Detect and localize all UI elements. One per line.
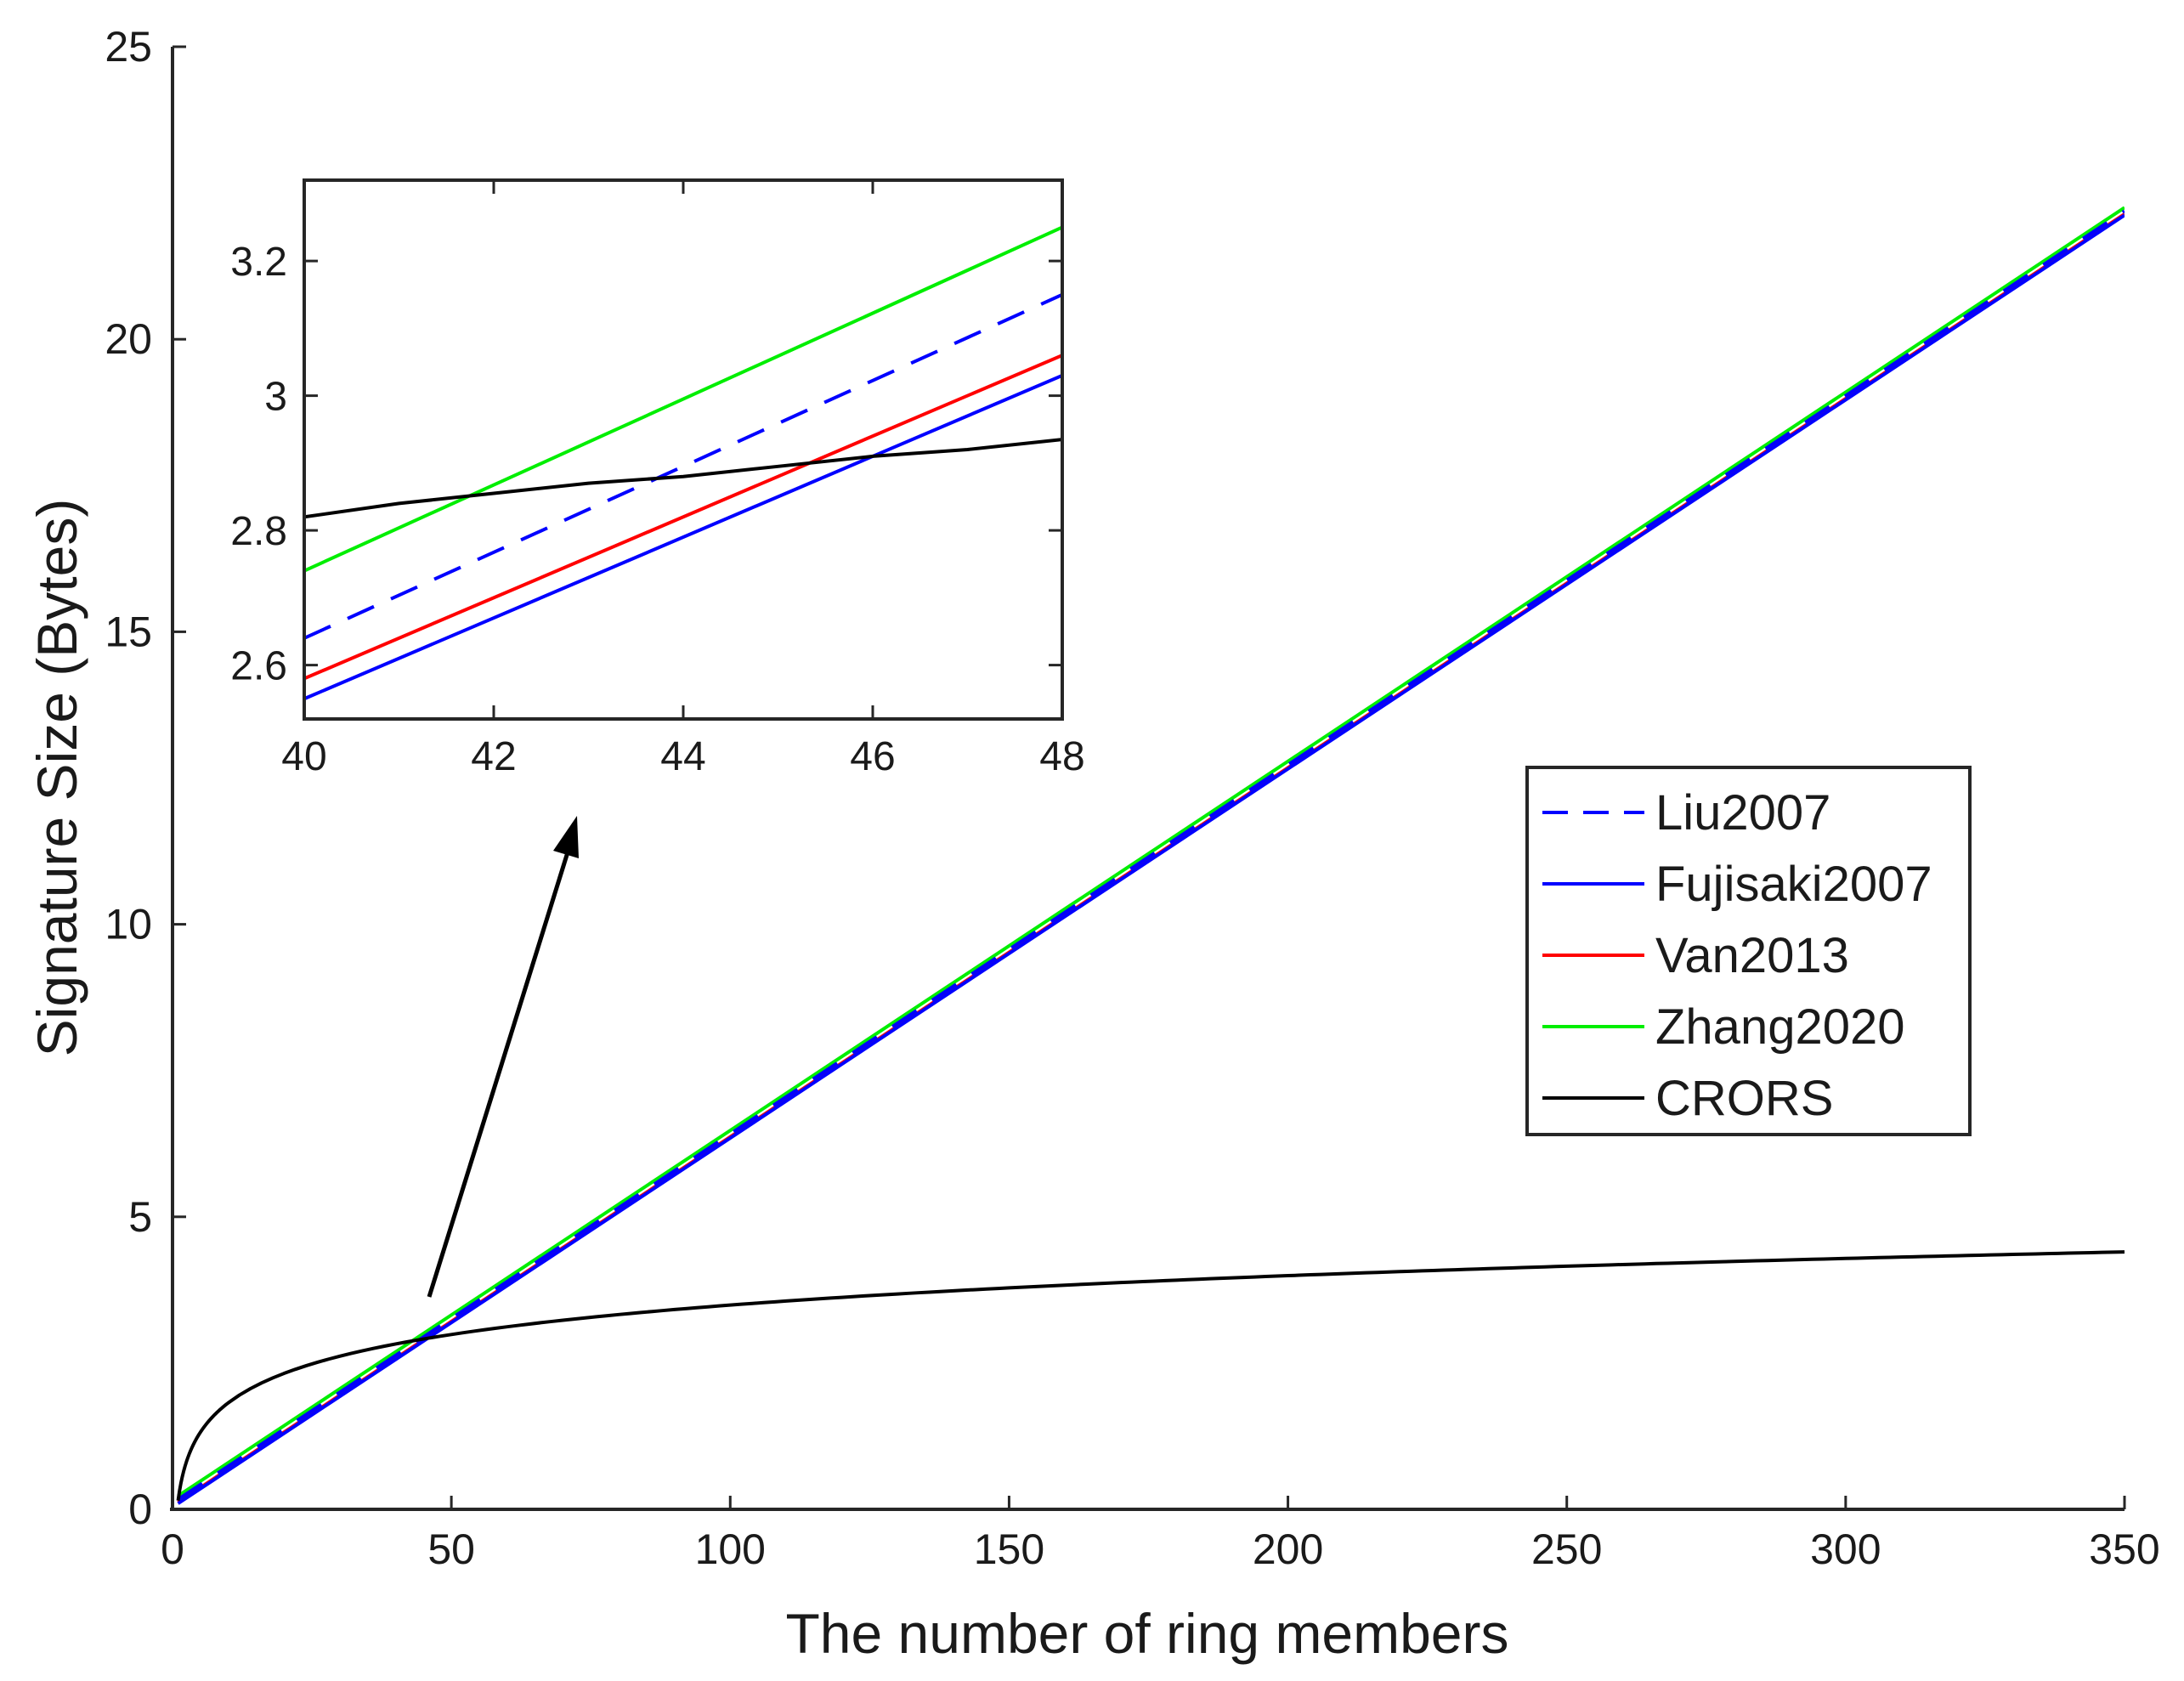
main-y-tick-label: 25 (105, 23, 152, 71)
main-y-tick-label: 0 (128, 1486, 152, 1533)
main-series-fujisaki2007 (177, 213, 2125, 1505)
inset-y-tick-label: 2.6 (230, 644, 287, 689)
main-series-liu2007 (177, 209, 2125, 1501)
inset-series-fujisaki2007 (304, 373, 1062, 701)
legend-entries: Liu2007 Fujisaki2007 Van2013 Zhang2020 CRORS (1542, 785, 1932, 1126)
inset-y-tick-label: 3 (264, 375, 287, 420)
main-x-tick-label: 250 (1531, 1525, 1602, 1573)
inset-x-tick-label: 46 (850, 734, 895, 779)
main-x-tick-label: 50 (427, 1525, 475, 1573)
main-y-tick-label: 15 (105, 608, 152, 655)
legend: Liu2007 Fujisaki2007 Van2013 Zhang2020 CRORS (1525, 766, 1972, 1136)
inset-x-tick-label: 44 (660, 734, 705, 779)
main-x-tick-label: 200 (1253, 1525, 1323, 1573)
main-series-group (176, 206, 2125, 1505)
zoom-arrow (427, 816, 579, 1298)
main-y-ticks: 0 5 10 15 20 25 (105, 23, 186, 1533)
x-axis-title: The number of ring members (785, 1602, 1508, 1665)
inset-x-ticks: 40 42 44 46 48 (281, 180, 1085, 779)
legend-label-liu2007: Liu2007 (1655, 785, 1830, 840)
main-x-tick-label: 100 (695, 1525, 766, 1573)
inset-x-tick-label: 40 (281, 734, 326, 779)
inset-series-liu2007 (304, 292, 1062, 640)
inset-x-tick-label: 42 (471, 734, 516, 779)
main-series-crors (176, 1250, 2125, 1501)
main-x-tick-label: 350 (2089, 1525, 2159, 1573)
inset-background (304, 180, 1062, 719)
inset-plot: 40 42 44 46 48 2.6 2.8 3 3.2 (230, 178, 1085, 779)
main-y-tick-label: 20 (105, 315, 152, 363)
inset-y-tick-label: 2.8 (230, 509, 287, 554)
inset-y-tick-label: 3.2 (230, 240, 287, 285)
main-x-ticks: 0 50 100 150 200 250 300 350 (161, 1496, 2160, 1573)
main-plot: 0 50 100 150 200 250 300 350 0 5 10 15 20 25 The num… (25, 23, 2160, 1665)
inset-series-group (304, 225, 1062, 701)
zoom-arrow-shaft (427, 840, 574, 1298)
main-x-tick-label: 150 (974, 1525, 1044, 1573)
inset-series-zhang2020 (304, 225, 1062, 573)
main-x-tick-label: 0 (161, 1525, 184, 1573)
inset-y-ticks: 2.6 2.8 3 3.2 (230, 240, 1062, 689)
inset-series-crors (304, 438, 1062, 519)
main-y-tick-label: 10 (105, 901, 152, 948)
main-x-tick-label: 300 (1810, 1525, 1881, 1573)
legend-label-van2013: Van2013 (1655, 928, 1849, 983)
y-axis-title: Signature Size (Bytes) (25, 499, 88, 1057)
inset-series-van2013 (304, 354, 1062, 681)
inset-x-tick-label: 48 (1039, 734, 1084, 779)
zoom-arrow-head (553, 816, 579, 858)
legend-label-fujisaki2007: Fujisaki2007 (1655, 857, 1932, 912)
legend-box (1525, 766, 1972, 1136)
main-y-tick-label: 5 (128, 1193, 152, 1241)
main-series-zhang2020 (177, 206, 2125, 1497)
legend-label-crors: CRORS (1655, 1071, 1833, 1126)
legend-label-zhang2020: Zhang2020 (1655, 999, 1904, 1055)
